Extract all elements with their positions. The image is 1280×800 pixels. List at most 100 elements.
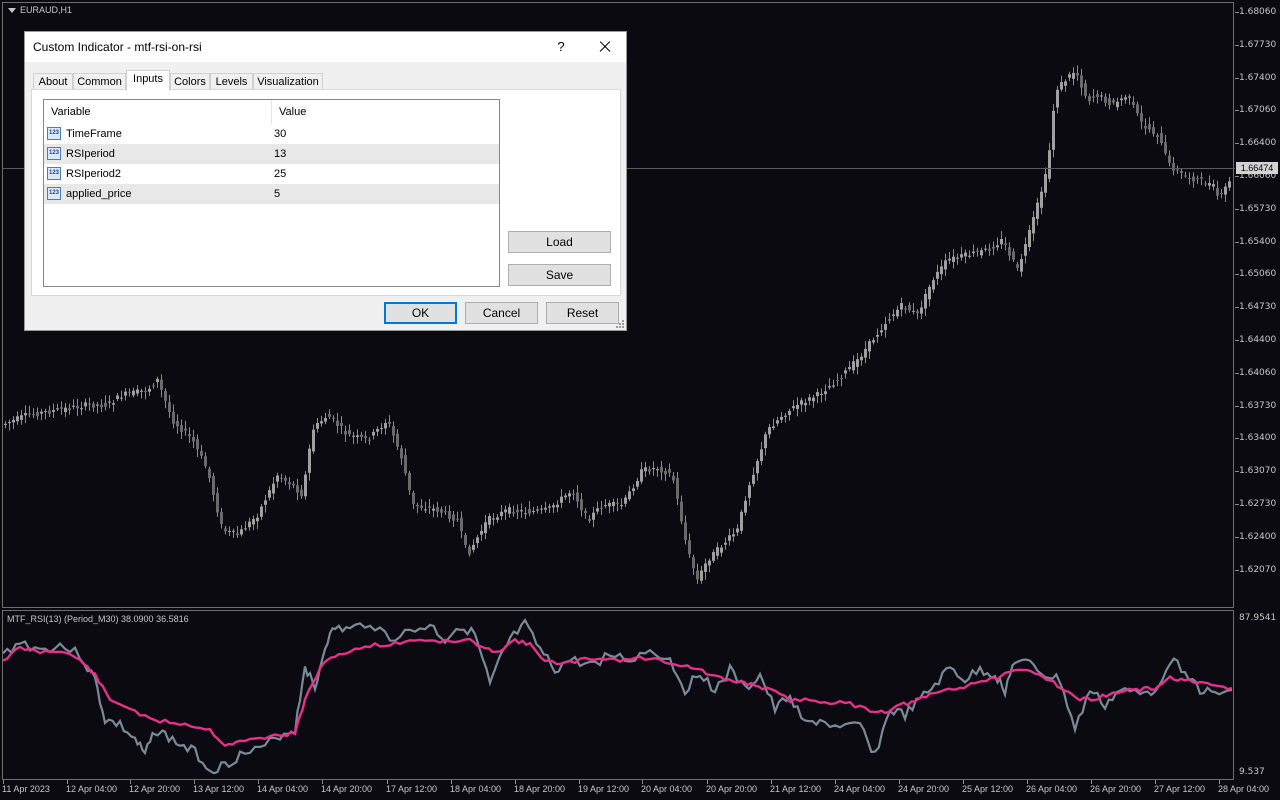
row-value[interactable]: 30 [274,128,287,140]
candle-body [164,390,167,401]
candle-body [736,528,739,533]
candle-body [24,413,27,416]
tab-common[interactable]: Common [73,73,126,90]
candle-body [392,426,395,436]
indicator-subwindow[interactable] [2,610,1234,780]
candle-body [188,433,191,437]
tab-levels[interactable]: Levels [210,73,253,90]
table-row[interactable]: 123 RSIperiod2 25 [44,164,499,184]
number-icon: 123 [47,167,61,180]
save-button[interactable]: Save [508,264,611,286]
row-variable: RSIperiod [66,148,115,160]
time-tick-label: 24 Apr 04:00 [834,784,886,794]
tab-visualization[interactable]: Visualization [253,73,323,90]
price-tick [1235,176,1239,177]
table-row[interactable]: 123 RSIperiod 13 [44,144,499,164]
load-button[interactable]: Load [508,231,611,253]
candle-body [840,378,843,380]
candle-body [580,499,583,511]
candle-body [824,391,827,395]
candle-body [212,476,215,495]
candle-body [804,402,807,406]
candle-body [740,511,743,531]
column-header-variable[interactable]: Variable [51,106,91,118]
candle-body [1228,181,1231,188]
candle-body [1104,96,1107,103]
resize-grip-icon[interactable] [615,319,625,329]
reset-button[interactable]: Reset [546,302,619,324]
time-tick [579,780,580,784]
dropdown-triangle-icon[interactable] [8,8,16,14]
row-variable: RSIperiod2 [66,168,122,180]
candle-body [428,506,431,508]
candle-body [500,511,503,517]
candle-body [464,534,467,546]
candle-body [1000,239,1003,245]
price-tick-label: 1.66400 [1239,138,1277,149]
candle-body [652,468,655,470]
candle-body [404,454,407,474]
candle-body [868,341,871,352]
price-tick [1235,241,1239,243]
candle-body [928,286,931,300]
symbol-label[interactable]: EURAUD,H1 [8,5,72,15]
table-row[interactable]: 123 TimeFrame 30 [44,124,499,144]
candle-body [380,427,383,429]
dialog-titlebar[interactable]: Custom Indicator - mtf-rsi-on-rsi ? [25,32,626,62]
candle-body [504,509,507,513]
symbol-text: EURAUD,H1 [20,5,73,15]
candle-body [788,410,791,415]
candle-body [1176,169,1179,171]
candle-body [100,404,103,408]
tab-colors[interactable]: Colors [170,73,210,90]
help-button[interactable]: ? [557,39,565,54]
candle-body [1188,178,1191,180]
candle-body [912,310,915,312]
ok-button[interactable]: OK [384,302,457,324]
candle-body [280,477,283,479]
price-axis[interactable]: 1.68060 1.67730 1.67400 1.67060 1.66400 1.660… [1235,0,1280,780]
price-tick [1235,143,1239,145]
candle-body [940,266,943,275]
candle-body [124,391,127,396]
candle-body [668,468,671,473]
candle-body [56,408,59,410]
candle-body [920,307,923,314]
candle-body [640,469,643,482]
row-value[interactable]: 5 [274,188,281,200]
price-tick-label: 1.62730 [1239,499,1277,509]
candle-body [768,427,771,435]
time-tick [1027,780,1028,784]
candle-body [332,417,335,419]
cancel-button[interactable]: Cancel [465,302,538,324]
time-tick-label: 26 Apr 04:00 [1026,784,1078,794]
column-separator[interactable] [271,100,272,124]
tab-about[interactable]: About [33,73,73,90]
candle-body [904,308,907,310]
price-tick [1235,274,1239,276]
time-tick [451,780,452,784]
close-icon[interactable] [593,36,617,58]
candle-body [620,505,623,507]
candle-body [36,412,39,417]
inputs-table[interactable]: Variable Value 123 TimeFrame 30 123 RSIp… [43,99,500,287]
column-header-value[interactable]: Value [279,106,307,118]
candle-body [1168,155,1171,163]
table-row[interactable]: 123 applied_price 5 [44,184,499,204]
candle-body [292,483,295,486]
price-tick-label: 1.63070 [1239,466,1277,477]
row-value[interactable]: 25 [274,168,287,180]
tab-inputs[interactable]: Inputs [126,70,170,91]
time-tick-label: 14 Apr 04:00 [257,784,309,794]
candle-body [408,472,411,491]
candle-body [564,495,567,498]
time-axis[interactable]: 11 Apr 2023 12 Apr 04:00 12 Apr 20:00 13 Ap… [0,780,1269,800]
price-tick-label: 1.65400 [1239,236,1277,247]
main-chart-panel[interactable] [2,2,1234,608]
candle-body [28,413,31,415]
candle-body [1052,110,1055,150]
candle-body [448,511,451,519]
row-value[interactable]: 13 [274,148,287,160]
